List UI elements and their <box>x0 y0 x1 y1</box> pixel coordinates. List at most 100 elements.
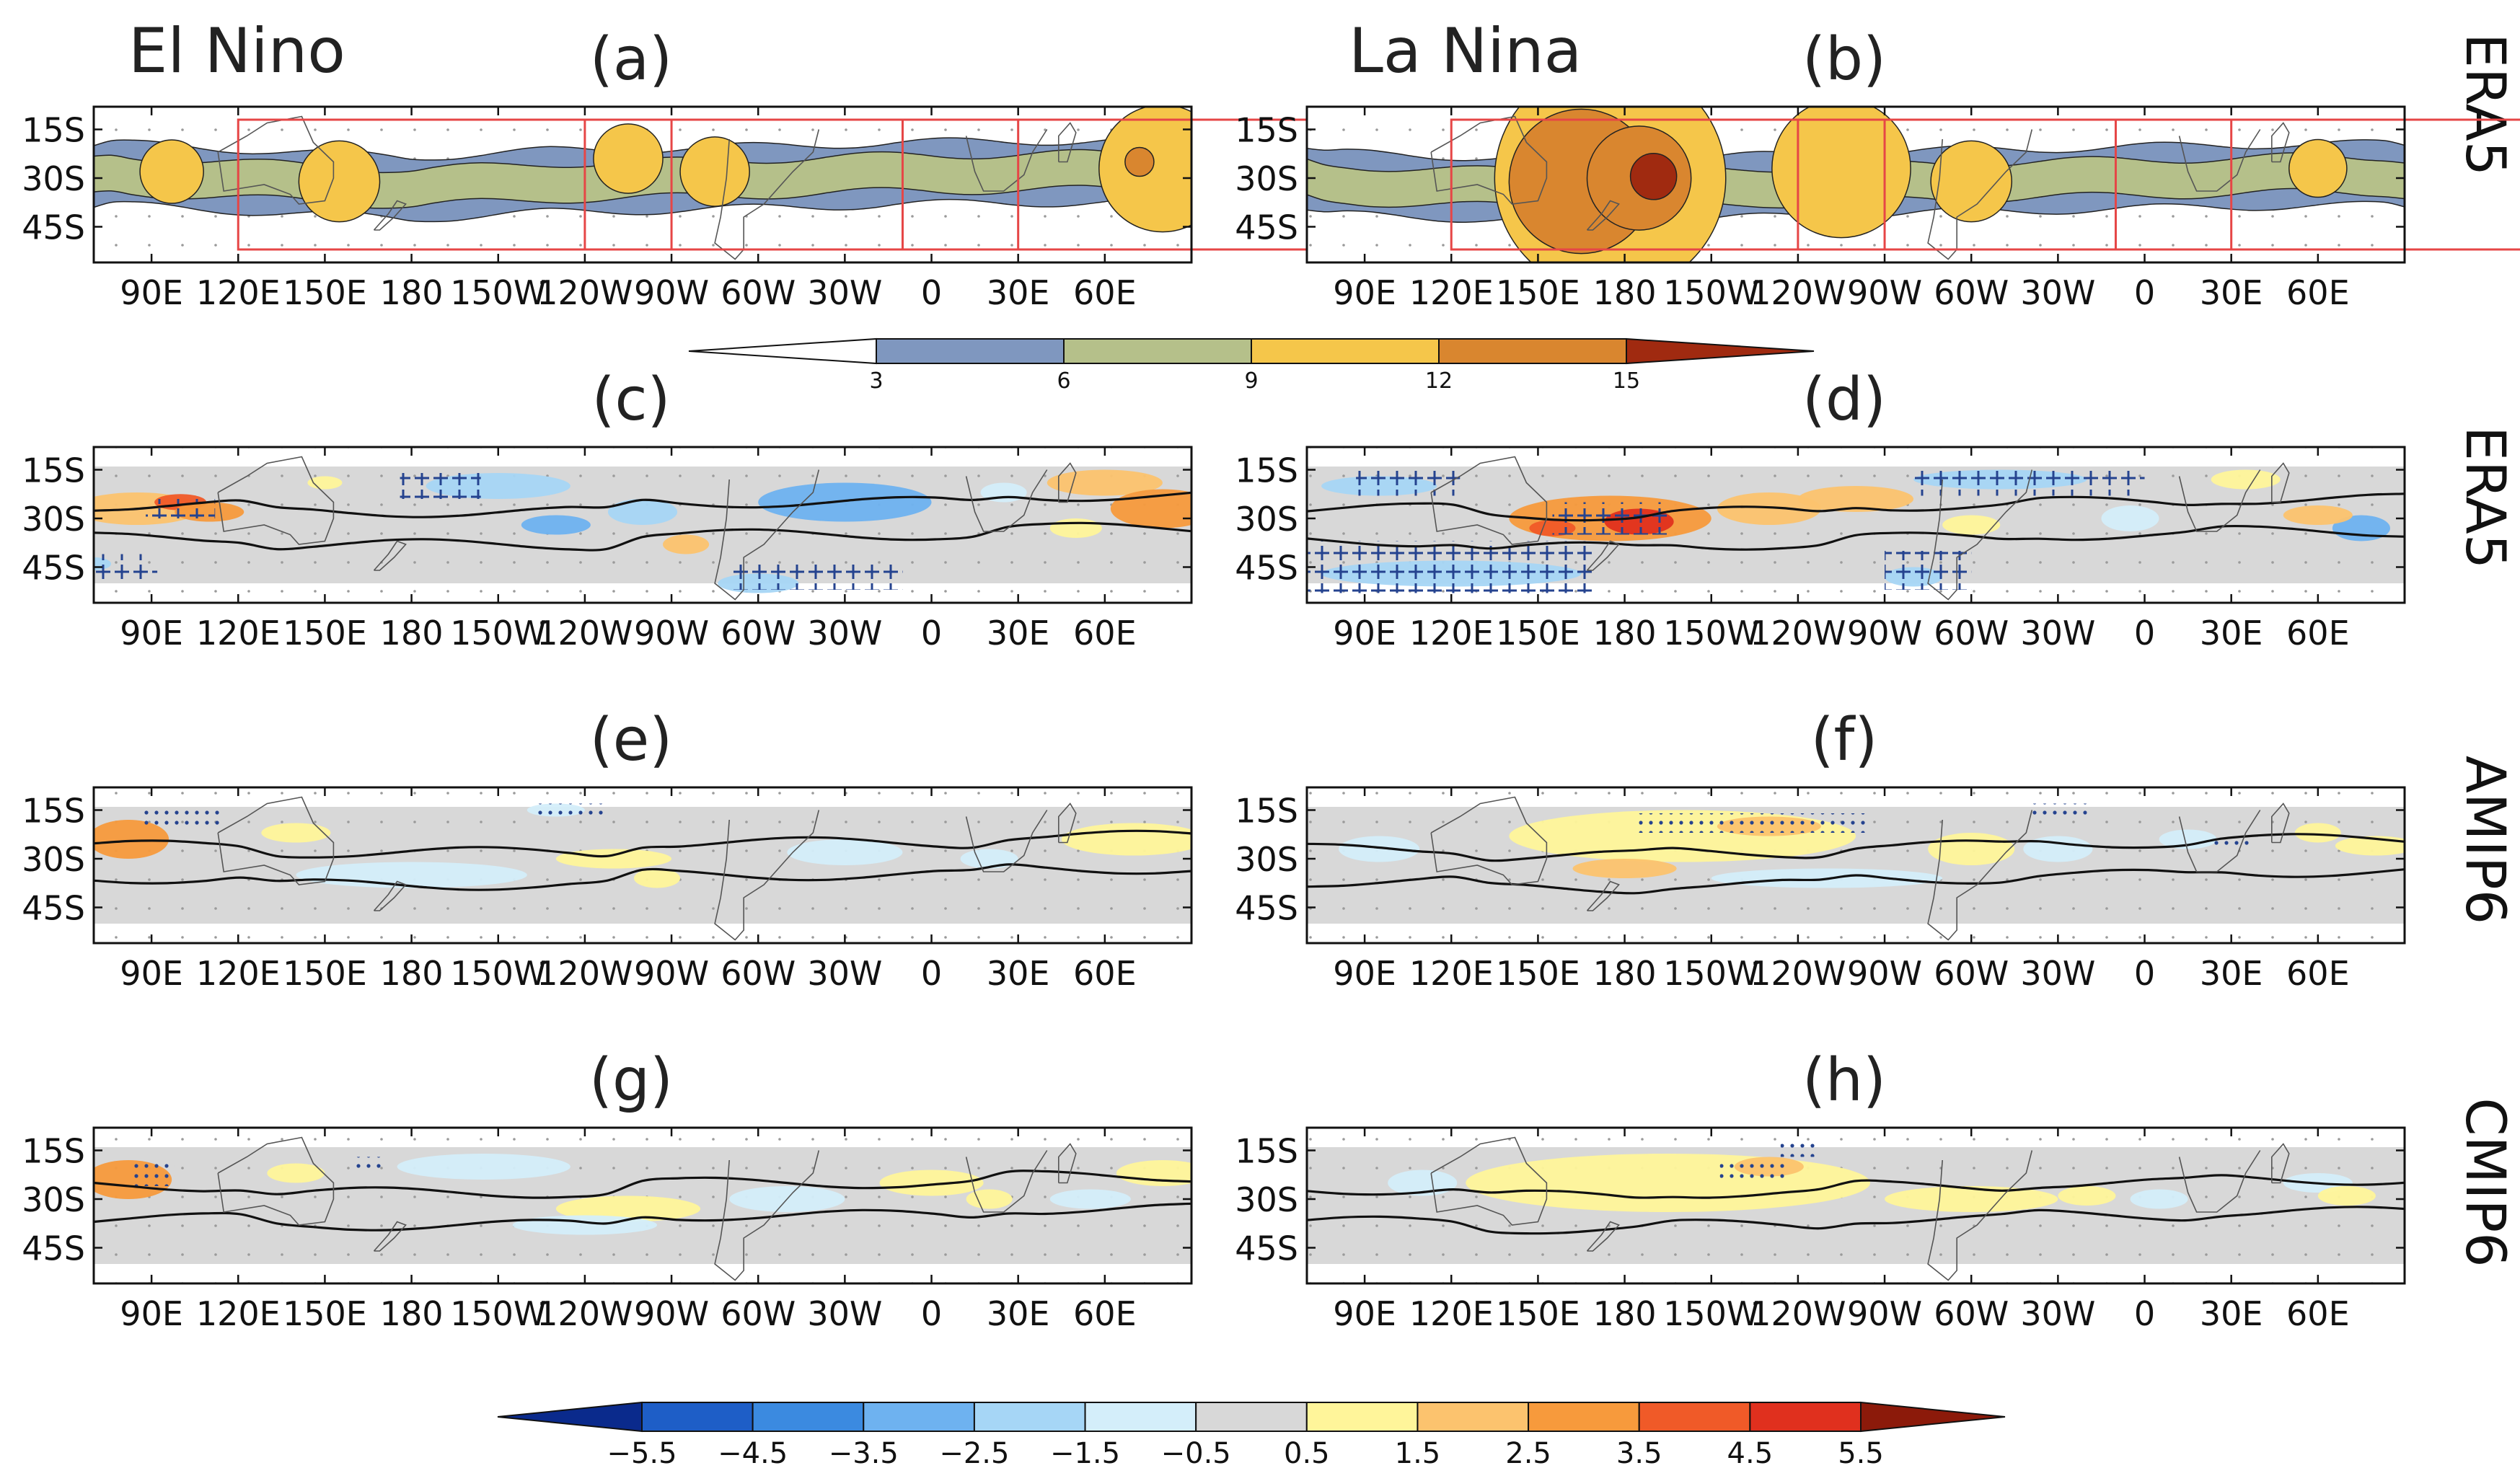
panel-frame <box>1305 105 2406 264</box>
australia-coast <box>217 1136 335 1226</box>
lat-tick-label: 30S <box>22 840 85 879</box>
anomaly-blob-7 <box>607 499 678 525</box>
lat-tick-label: 45S <box>22 208 85 247</box>
anomaly-blob-3 <box>1717 492 1821 525</box>
contour-south <box>94 1202 1191 1232</box>
lon-tick-label: 120W <box>537 954 633 993</box>
australia-coast <box>217 456 335 545</box>
madagascar-coast <box>2271 1143 2290 1184</box>
colorbar-segment <box>752 1402 865 1432</box>
clim-blob-3 <box>679 136 750 207</box>
anomaly-blob-3 <box>1339 836 1420 862</box>
lat-tick-label: 15S <box>22 1132 85 1171</box>
anomaly-blob-8 <box>1049 1189 1131 1209</box>
anomaly-blob-8 <box>2294 823 2341 843</box>
lon-tick-label: 60E <box>2286 1294 2350 1333</box>
anomaly-blob-9 <box>663 534 710 554</box>
nz-coast <box>373 540 407 571</box>
significance-0 <box>1639 813 1871 833</box>
lon-tick-label: 180 <box>1593 954 1657 993</box>
lon-tick-label: 90E <box>120 614 183 653</box>
contour-south <box>94 863 1191 891</box>
colorbar-segment <box>1063 338 1252 364</box>
lat-tick-label: 15S <box>22 111 85 150</box>
lon-tick-label: 30E <box>2200 273 2263 312</box>
colorbar-label: −4.5 <box>718 1437 788 1470</box>
lat-tick-label: 45S <box>22 1229 85 1268</box>
lon-tick-label: 30W <box>2020 1294 2095 1333</box>
colorbar-segment <box>641 1402 754 1432</box>
lon-tick-label: 150E <box>283 1294 367 1333</box>
anomaly-blob-7 <box>2159 829 2217 849</box>
colorbar-label: −2.5 <box>939 1437 1009 1470</box>
lon-tick-label: 0 <box>2134 954 2155 993</box>
lon-tick-label: 120W <box>537 1294 633 1333</box>
anomaly-blob-12 <box>2283 505 2353 525</box>
anomaly-blob-6 <box>879 1170 984 1196</box>
lon-tick-label: 150E <box>283 273 367 312</box>
clim-blob-5 <box>1930 140 2013 223</box>
lon-tick-label: 90E <box>1333 954 1396 993</box>
colorbar-left-tip <box>497 1401 643 1433</box>
australia-coast <box>1430 115 1548 205</box>
lon-tick-label: 90E <box>1333 1294 1396 1333</box>
significance-4 <box>1552 502 1668 535</box>
madagascar-coast <box>2271 803 2290 844</box>
lon-tick-label: 30W <box>807 1294 882 1333</box>
nz-coast <box>373 200 407 231</box>
significance-0 <box>1307 541 1596 593</box>
lat-tick-label: 45S <box>1235 1229 1298 1268</box>
lon-tick-label: 180 <box>380 1294 444 1333</box>
lat-tick-label: 15S <box>1235 111 1298 150</box>
lon-tick-label: 150W <box>1663 954 1759 993</box>
panel-frame <box>1305 446 2406 604</box>
lat-tick-label: 45S <box>1235 889 1298 928</box>
anomaly-blob-4 <box>2130 1189 2188 1209</box>
madagascar-coast <box>1058 803 1077 844</box>
lon-tick-label: 120E <box>1409 1294 1494 1333</box>
lon-tick-label: 90E <box>1333 273 1396 312</box>
row-label-cmip6: CMIP6 <box>2454 1097 2518 1267</box>
nz-coast <box>1586 880 1620 911</box>
lon-tick-label: 120W <box>1750 273 1846 312</box>
lon-tick-label: 30W <box>2020 614 2095 653</box>
colorbar-right-tip <box>1860 1401 2006 1433</box>
lon-tick-label: 30E <box>987 273 1050 312</box>
lon-tick-label: 150W <box>1663 1294 1759 1333</box>
contour-north <box>1307 492 2405 522</box>
madagascar-coast <box>1058 122 1077 163</box>
anomaly-blob-2 <box>1572 859 1677 878</box>
row-label-era5-1: ERA5 <box>2454 33 2518 176</box>
panel-label: (d) <box>1802 366 1886 434</box>
clim-blob-6 <box>2288 138 2348 198</box>
panel-label: (f) <box>1811 706 1878 774</box>
colorbar-segment <box>1195 1402 1308 1432</box>
clim-blob-3 <box>1629 152 1678 200</box>
colorbar-label: −3.5 <box>829 1437 899 1470</box>
significance-1 <box>351 1157 386 1170</box>
region-box-1 <box>583 118 1020 251</box>
lon-tick-label: 30E <box>2200 1294 2263 1333</box>
lon-tick-label: 150W <box>1663 273 1759 312</box>
lon-tick-label: 120E <box>1409 954 1494 993</box>
lon-tick-label: 60W <box>1934 954 2009 993</box>
colorbar-segment <box>1528 1402 1640 1432</box>
panel-frame <box>1305 786 2406 945</box>
significance-1 <box>1780 1144 1815 1157</box>
lon-tick-label: 90W <box>634 273 709 312</box>
lon-tick-label: 30W <box>807 614 882 653</box>
lat-tick-label: 30S <box>1235 500 1298 539</box>
lon-tick-label: 60W <box>1934 614 2009 653</box>
madagascar-coast <box>1058 1143 1077 1184</box>
anomaly-blob-10 <box>1942 515 2001 535</box>
lon-tick-label: 150E <box>1496 1294 1580 1333</box>
significance-1 <box>2029 803 2087 817</box>
anomaly-blob-6 <box>2023 836 2093 862</box>
anomaly-blob-1 <box>267 1163 325 1183</box>
lon-tick-label: 120W <box>1750 1294 1846 1333</box>
lon-tick-label: 120E <box>196 273 281 312</box>
anomaly-blob-9 <box>1797 486 1914 512</box>
